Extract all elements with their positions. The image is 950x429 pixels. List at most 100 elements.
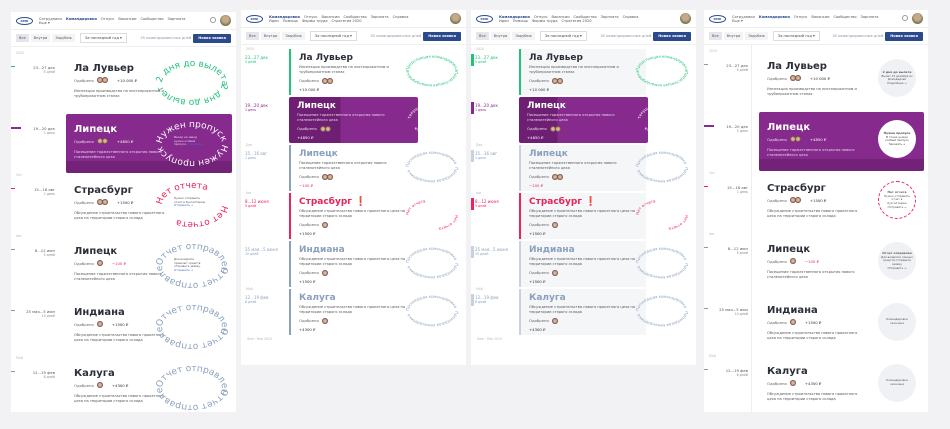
status-action-link[interactable]: Заказать → [888, 141, 906, 146]
status-action-link[interactable]: Отправить → [887, 204, 907, 209]
nav-item[interactable]: Сотрудники [732, 14, 755, 19]
filter-all[interactable]: Все [16, 34, 29, 42]
trip-entry[interactable]: Окт 15...16 авг 1 день Страсбург Одобрено +15… [11, 173, 236, 236]
status-action-link[interactable]: Подробнее → [887, 80, 907, 85]
trip-card[interactable]: Индиана Одобрено +1500 ₽ Обсуждение строите… [66, 297, 232, 356]
nav-item[interactable]: Отпуск [100, 16, 115, 21]
trip-card[interactable]: Ла Лувьер Одобрено +10 000 ₽ Инспекция прои… [759, 51, 924, 110]
filter-inside[interactable]: Внутри [260, 32, 281, 40]
filter-abroad[interactable]: Зарубеж [282, 32, 305, 40]
status-badge[interactable]: Командировка окончена [878, 364, 916, 402]
trip-entry[interactable]: 25 мая...5 июн 10 дней Индиана Одобрено +150… [11, 297, 236, 358]
new-request-button[interactable]: Новая заявка [885, 31, 923, 41]
trip-entry[interactable]: Май 12...19 фев 8 дней Калуга Обсуждение стр… [241, 287, 466, 337]
status-action-link[interactable]: Отправить → [174, 203, 194, 208]
trip-card[interactable]: Страсбург ❗ Обсуждение строительства ново… [289, 193, 459, 239]
company-logo[interactable]: КМК [476, 14, 493, 23]
company-logo[interactable]: КМК [16, 16, 33, 25]
period-select[interactable]: За последний год ▾ [79, 33, 127, 43]
trip-entry[interactable]: Авг 8...12 июн 5 дней Липецк Одобрено −100 ₽ П… [11, 234, 236, 297]
search-icon[interactable] [210, 17, 216, 23]
nav-item[interactable]: Сообщество [573, 14, 597, 19]
nav-item[interactable]: Сообщество [343, 14, 367, 19]
period-select[interactable]: За последний год ▾ [309, 31, 357, 41]
new-request-button[interactable]: Новая заявка [193, 33, 231, 43]
user-avatar[interactable] [680, 13, 691, 24]
trip-entry[interactable]: Дек 15...16 авг 1 день Липецк Посещение торж… [241, 143, 466, 193]
filter-inside[interactable]: Внутри [490, 32, 511, 40]
filter-inside[interactable]: Внутри [723, 32, 744, 40]
trip-entry[interactable]: Авг 8...12 июня 5 дней Страсбург ❗ Обсуждени… [471, 191, 696, 241]
period-select[interactable]: За последний год ▾ [539, 31, 587, 41]
nav-item[interactable]: Формы труда [302, 18, 328, 23]
nav-item[interactable]: Помощь [512, 18, 529, 23]
nav-item[interactable]: Командировки [65, 16, 97, 21]
status-badge[interactable]: Отчет отправлен Для возврата личных средс… [878, 242, 916, 280]
trip-entry[interactable]: 2020 23...27 дек 5 дней Ла Лувьер Инспекция … [241, 47, 466, 97]
trip-card[interactable]: Липецк Одобрено −100 ₽ Посещение торжествен… [759, 234, 924, 293]
period-select[interactable]: За последний год ▾ [772, 31, 820, 41]
nav-item[interactable]: Сообщество [833, 14, 857, 19]
trip-card[interactable]: Калуга Одобрено +4300 ₽ Обсуждение строител… [759, 356, 924, 412]
trip-card[interactable]: Ла Лувьер Инспекция производства на листо… [289, 49, 459, 95]
nav-item[interactable]: Вакансии [551, 14, 570, 19]
new-request-button[interactable]: Новая заявка [653, 31, 691, 41]
nav-item[interactable]: Идеи [269, 18, 279, 23]
nav-item[interactable]: Командировки [499, 14, 530, 19]
nav-item[interactable]: Вакансии [811, 14, 830, 19]
trip-entry[interactable]: 19...20 дек 1 день Липецк Посещение торжест… [241, 97, 466, 145]
nav-item[interactable]: Сообщество [140, 16, 164, 21]
nav-item[interactable]: Сотрудники [39, 16, 62, 21]
trip-entry[interactable]: Окт 15...16 авг 1 день Страсбург Одобрено +15… [704, 171, 928, 234]
trip-entry[interactable]: Май 12...19 фев 8 дней Калуга Обсуждение стр… [471, 287, 696, 337]
nav-item[interactable]: Зарплата [167, 16, 186, 21]
trip-card[interactable]: Липецк Посещение торжественного открытия … [289, 145, 459, 191]
filter-inside[interactable]: Внутри [30, 34, 51, 42]
trip-card[interactable]: Липецк Посещение торжественного открытия … [519, 145, 689, 191]
trip-card[interactable]: Страсбург Одобрено +1500 ₽ Обсуждение строи… [759, 173, 924, 232]
trip-entry[interactable]: 2020 23...27 дек 5 дней Ла Лувьер Одобрено +1… [704, 49, 928, 112]
trip-card[interactable]: Страсбург Одобрено +1500 ₽ Обсуждение строи… [66, 175, 232, 234]
nav-item[interactable]: Командировки [269, 14, 300, 19]
nav-item[interactable]: Вакансии [118, 16, 137, 21]
trip-card[interactable]: Липецк Посещение торжественного открытия … [519, 97, 692, 143]
company-logo[interactable]: КМК [709, 14, 726, 23]
trip-entry[interactable]: Май 12...19 фев 8 дней Калуга Одобрено +4300 … [704, 354, 928, 412]
company-logo[interactable]: КМК [246, 14, 263, 23]
filter-abroad[interactable]: Зарубеж [745, 32, 768, 40]
trip-card[interactable]: Липецк Одобрено +4850 ₽ Посещение торжестве… [66, 114, 232, 173]
trip-card[interactable]: Калуга Обсуждение строительства нового пр… [289, 289, 459, 335]
trip-card[interactable]: Индиана Одобрено +1500 ₽ Обсуждение строите… [759, 295, 924, 354]
nav-item[interactable]: Справка [622, 14, 639, 19]
nav-item[interactable]: Помощь [282, 18, 299, 23]
trip-entry[interactable]: 2020 23...27 дек 5 дней Ла Лувьер Одобрено +1… [11, 51, 236, 114]
trip-entry[interactable]: 19...20 дек 1 день Липецк Одобрено +4850 ₽ По… [11, 114, 236, 175]
status-badge[interactable]: 2 дня до вылета Вылет 23 декабря из Домод… [878, 59, 916, 97]
trip-card[interactable]: Индиана Обсуждение строительства нового п… [519, 241, 689, 287]
filter-all[interactable]: Все [246, 32, 259, 40]
nav-item[interactable]: Зарплата [860, 14, 879, 19]
status-badge[interactable]: Командировка окончена [878, 303, 916, 341]
trip-card[interactable]: Калуга Обсуждение строительства нового пр… [519, 289, 689, 335]
nav-item[interactable]: Зарплата [600, 14, 619, 19]
trip-card[interactable]: Индиана Обсуждение строительства нового п… [289, 241, 459, 287]
user-avatar[interactable] [220, 15, 231, 26]
nav-item[interactable]: Командировки [758, 14, 790, 19]
nav-item[interactable]: Идеи [499, 18, 509, 23]
nav-item[interactable]: Вакансии [321, 14, 340, 19]
new-request-button[interactable]: Новая заявка [423, 31, 461, 41]
nav-item[interactable]: Отпуск [793, 14, 808, 19]
status-action-link[interactable]: Отправить → [887, 265, 907, 270]
trip-entry[interactable]: Май 12...19 фев 8 дней Калуга Одобрено +4300 … [11, 356, 236, 412]
nav-item[interactable]: Стратегия 2020 [331, 18, 362, 23]
nav-item[interactable]: Еще ▾ [732, 18, 743, 23]
trip-card[interactable]: Ла Лувьер Инспекция производства на листо… [519, 49, 689, 95]
filter-all[interactable]: Все [709, 32, 722, 40]
nav-item[interactable]: Отпуск [533, 14, 548, 19]
trip-entry[interactable]: 19...20 дек 1 день Липецк Одобрено +4850 ₽ По… [704, 112, 928, 173]
filter-all[interactable]: Все [476, 32, 489, 40]
trip-card[interactable]: Калуга Одобрено +4300 ₽ Обсуждение строител… [66, 358, 232, 412]
trip-entry[interactable]: 25 мая...5 июня 10 дней Индиана Обсуждение … [471, 241, 696, 289]
trip-card[interactable]: Страсбург ❗ Обсуждение строительства ново… [519, 193, 689, 239]
nav-item[interactable]: Зарплата [370, 14, 389, 19]
